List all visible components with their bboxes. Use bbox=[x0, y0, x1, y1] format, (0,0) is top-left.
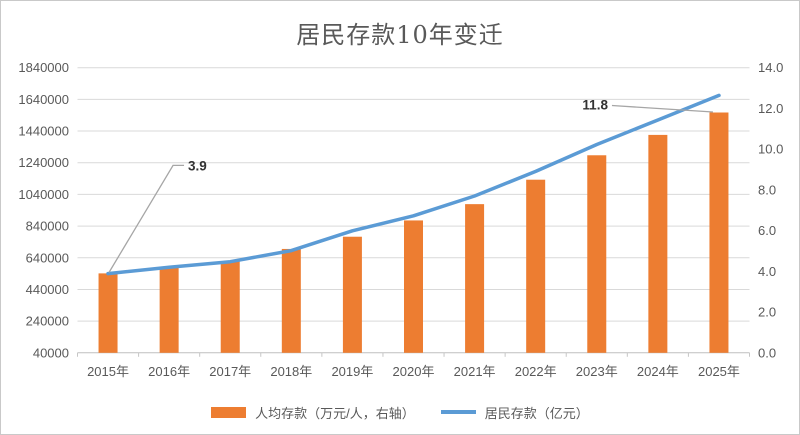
legend-item-bar-series: 人均存款（万元/人，右轴） bbox=[211, 403, 415, 422]
bar-series-label: 人均存款（万元/人，右轴） bbox=[255, 405, 415, 421]
left-axis-tick-label: 1440000 bbox=[18, 124, 69, 139]
bar-2017年 bbox=[220, 261, 240, 353]
right-axis-tick-label: 12.0 bbox=[758, 101, 783, 116]
x-axis-category-label: 2019年 bbox=[331, 364, 373, 379]
right-axis-tick-label: 6.0 bbox=[758, 223, 776, 238]
x-axis-category-label: 2020年 bbox=[393, 364, 435, 379]
line-series-swatch-icon bbox=[440, 410, 476, 414]
x-axis-category-label: 2023年 bbox=[576, 364, 618, 379]
bar-2022年 bbox=[526, 179, 546, 353]
bar-2019年 bbox=[342, 236, 362, 353]
deposit-line bbox=[106, 93, 721, 276]
x-axis-category-label: 2017年 bbox=[209, 364, 251, 379]
right-axis-tick-label: 10.0 bbox=[758, 142, 783, 157]
x-axis-category-label: 2018年 bbox=[270, 364, 312, 379]
x-axis-category-label: 2015年 bbox=[87, 364, 129, 379]
right-axis-tick-label: 8.0 bbox=[758, 182, 776, 197]
bar-2020年 bbox=[404, 220, 423, 353]
right-axis-tick-label: 0.0 bbox=[758, 345, 776, 360]
x-axis-category-label: 2025年 bbox=[698, 364, 740, 379]
right-axis-tick-label: 14.0 bbox=[758, 60, 783, 75]
right-axis-tick-label: 2.0 bbox=[758, 305, 776, 320]
bar-2015年 bbox=[98, 273, 118, 353]
x-axis-category-label: 2024年 bbox=[637, 364, 679, 379]
x-axis-category-label: 2022年 bbox=[515, 364, 557, 379]
left-axis-tick-label: 40000 bbox=[33, 345, 69, 360]
annotation-label: 3.9 bbox=[188, 158, 207, 173]
line-series-label: 居民存款（亿元） bbox=[484, 405, 589, 421]
legend-item-line-series: 居民存款（亿元） bbox=[440, 403, 589, 422]
bar-2025年 bbox=[709, 112, 729, 353]
left-axis-tick-label: 840000 bbox=[26, 219, 69, 234]
left-axis-tick-label: 1840000 bbox=[18, 60, 69, 75]
annotation-label: 11.8 bbox=[582, 98, 608, 113]
left-axis-tick-label: 1040000 bbox=[18, 187, 69, 202]
chart-legend: 人均存款（万元/人，右轴） 居民存款（亿元） bbox=[1, 400, 799, 424]
left-axis-tick-label: 1240000 bbox=[18, 155, 69, 170]
left-axis-tick-label: 640000 bbox=[26, 250, 69, 265]
annotation-leader-line bbox=[611, 104, 713, 113]
left-axis-tick-label: 240000 bbox=[26, 314, 69, 329]
x-axis-category-label: 2016年 bbox=[148, 364, 190, 379]
chart-title: 居民存款10年变迁 bbox=[296, 21, 504, 49]
bar-2016年 bbox=[159, 267, 179, 353]
bar-2023年 bbox=[587, 155, 607, 353]
left-axis-tick-label: 440000 bbox=[26, 282, 69, 297]
x-axis-category-label: 2021年 bbox=[454, 364, 496, 379]
bar-2024年 bbox=[648, 134, 668, 353]
left-axis-tick-label: 1640000 bbox=[18, 92, 69, 107]
right-axis-tick-label: 4.0 bbox=[758, 264, 776, 279]
bar-series-swatch-icon bbox=[211, 406, 247, 418]
annotation-leader-line bbox=[108, 164, 185, 273]
bar-2021年 bbox=[465, 204, 485, 353]
bar-2018年 bbox=[281, 248, 301, 353]
